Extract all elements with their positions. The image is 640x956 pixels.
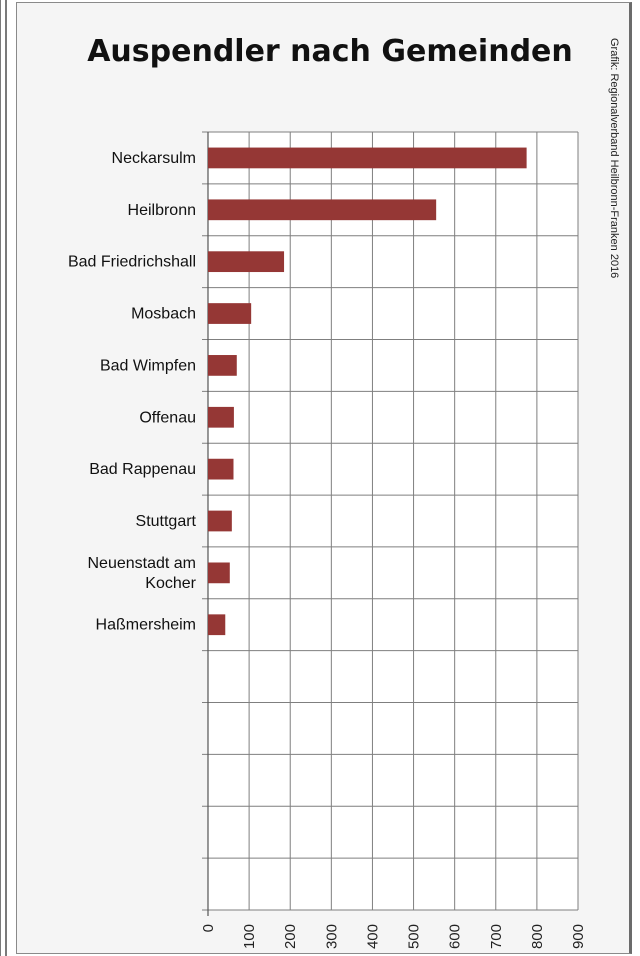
- category-label-line: Neckarsulm: [112, 150, 196, 167]
- bar: [208, 147, 527, 169]
- category-label-line: Heilbronn: [128, 202, 196, 219]
- category-label: Mosbach: [131, 306, 196, 323]
- category-label: Bad Wimpfen: [100, 357, 196, 374]
- category-label-line: Bad Wimpfen: [100, 357, 196, 374]
- category-label-line: Mosbach: [131, 306, 196, 323]
- category-label-line: Haßmersheim: [96, 617, 196, 634]
- x-tick-label: 900: [570, 924, 587, 949]
- category-label-line: Stuttgart: [136, 513, 197, 530]
- x-tick-label: 200: [282, 924, 299, 949]
- category-label-line: Kocher: [145, 575, 196, 592]
- category-label: Offenau: [139, 409, 196, 426]
- bar: [208, 199, 437, 221]
- category-label: Neuenstadt am Kocher: [87, 555, 196, 592]
- window-left-edge: [0, 0, 7, 956]
- bar: [208, 510, 232, 532]
- x-tick-label: 400: [364, 924, 381, 949]
- plot-area: [208, 132, 578, 910]
- category-label-line: Neuenstadt am: [87, 555, 196, 572]
- category-label: Haßmersheim: [96, 617, 196, 634]
- category-label: Heilbronn: [128, 202, 196, 219]
- category-label: Bad Friedrichshall: [68, 254, 196, 271]
- category-label: Neckarsulm: [112, 150, 196, 167]
- bar: [208, 614, 226, 636]
- category-label: Stuttgart: [136, 513, 197, 530]
- x-tick-label: 100: [241, 924, 258, 949]
- x-tick-label: 600: [447, 924, 464, 949]
- category-label-line: Offenau: [139, 409, 196, 426]
- x-tick-label: 500: [406, 924, 423, 949]
- bar: [208, 562, 230, 584]
- x-tick-label: 300: [323, 924, 340, 949]
- bar: [208, 458, 234, 480]
- bar: [208, 355, 237, 376]
- bar: [208, 303, 252, 324]
- chart-title: Auspendler nach Gemeinden: [87, 34, 573, 69]
- category-label-line: Bad Friedrichshall: [68, 254, 196, 271]
- category-label-line: Bad Rappenau: [89, 461, 196, 478]
- x-tick-label: 0: [200, 924, 217, 932]
- x-tick-label: 800: [529, 924, 546, 949]
- x-tick-label: 700: [488, 924, 505, 949]
- bar: [208, 406, 234, 428]
- category-label: Bad Rappenau: [89, 461, 196, 478]
- bar: [208, 251, 285, 273]
